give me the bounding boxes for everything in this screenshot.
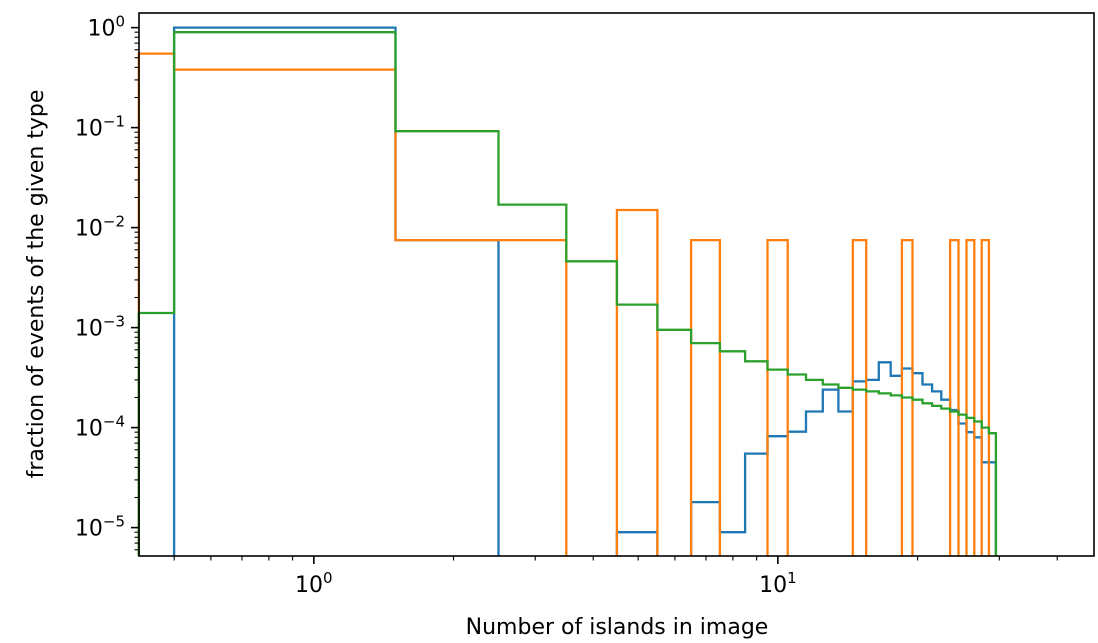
histogram-series-3 — [137, 31, 998, 556]
y-tick-label: 10−4 — [75, 413, 125, 442]
histogram-series-1 — [172, 26, 998, 556]
y-tick-label: 10−3 — [75, 313, 125, 342]
x-tick-label: 100 — [295, 569, 333, 598]
y-tick-label: 10−5 — [75, 513, 125, 542]
series-layer — [137, 26, 998, 556]
y-axis: 100 10−1 10−2 10−3 10−4 10−5 — [75, 13, 139, 551]
y-axis-label: fraction of events of the given type — [24, 90, 49, 479]
y-tick-label: 100 — [87, 13, 125, 42]
x-axis-label: Number of islands in image — [466, 615, 769, 640]
y-tick-label: 10−1 — [75, 113, 125, 142]
y-tick-label: 10−2 — [75, 213, 125, 242]
x-axis: 100 101 — [173, 556, 1058, 598]
plot-frame — [138, 12, 1095, 557]
x-tick-label: 101 — [759, 569, 797, 598]
histogram-series-2 — [137, 52, 991, 556]
